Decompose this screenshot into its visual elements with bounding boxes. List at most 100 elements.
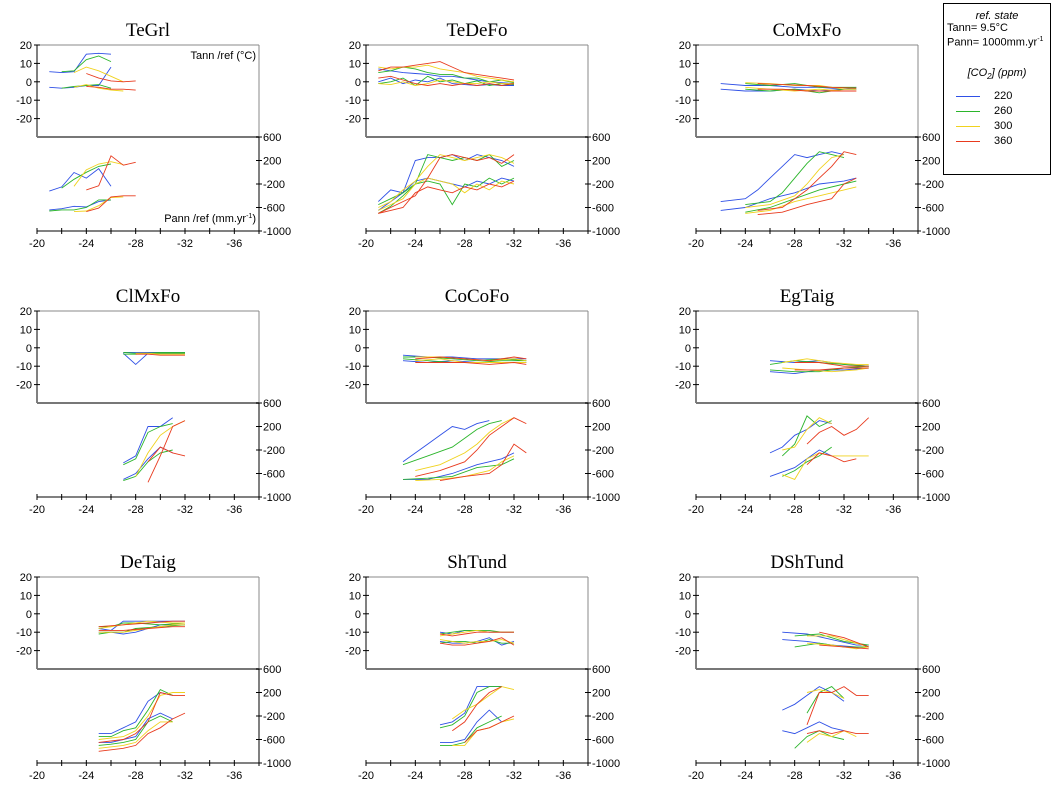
- precip-line-360: [86, 195, 136, 213]
- temp-line-360: [439, 631, 514, 637]
- x-tick-label: -20: [358, 770, 374, 782]
- temp-tick-label: -20: [345, 380, 361, 392]
- precip-tick-label: 200: [922, 156, 940, 168]
- x-tick-label: -24: [737, 770, 753, 782]
- panel-title: TeDeFo: [447, 20, 508, 41]
- precip-tick-label: -200: [263, 179, 285, 191]
- legend-label-260: 260: [994, 105, 1013, 118]
- precip-line-300: [73, 196, 124, 213]
- temp-tick-label: 0: [355, 343, 361, 355]
- precip-tick-label: 200: [592, 422, 610, 434]
- precip-line-220: [440, 709, 503, 743]
- temp-line-300: [439, 639, 515, 644]
- panel-ClMxFo: ClMxFo 20 10 0 -10 -20 600 200 -200 -600 -1000 -20 -…: [16, 286, 291, 516]
- precip-line-300: [745, 186, 857, 214]
- temp-line-360: [757, 83, 857, 89]
- temp-line-220: [49, 52, 112, 74]
- precip-tick-label: -200: [263, 445, 285, 457]
- precip-line-260: [440, 715, 502, 746]
- panel-title: CoCoFo: [445, 286, 509, 307]
- temp-tick-label: -10: [16, 95, 32, 107]
- precip-tick-label: -600: [922, 735, 944, 747]
- precip-line-300: [745, 154, 845, 208]
- legend-label-300: 300: [994, 120, 1013, 133]
- x-tick-label: -32: [506, 770, 522, 782]
- precip-tick-label: -1000: [922, 492, 950, 504]
- x-tick-label: -36: [885, 770, 901, 782]
- x-tick-label: -28: [457, 238, 473, 250]
- x-tick-label: -32: [836, 238, 852, 250]
- temp-line-360: [794, 367, 869, 371]
- temp-line-300: [439, 629, 514, 637]
- precip-axis-label: Pann /ref (mm.yr-1): [164, 213, 256, 225]
- temp-line-360: [415, 362, 527, 365]
- precip-tick-label: 600: [922, 398, 940, 410]
- precip-line-220: [123, 417, 173, 464]
- temp-tick-label: -10: [345, 361, 361, 373]
- precip-tick-label: -200: [592, 711, 614, 723]
- temp-tick-label: 10: [20, 324, 32, 336]
- precip-line-220: [49, 199, 112, 211]
- precip-line-360: [415, 417, 527, 477]
- temp-tick-label: 20: [20, 306, 32, 318]
- precip-tick-label: 200: [263, 422, 281, 434]
- temp-line-300: [135, 352, 185, 355]
- precip-tick-label: 200: [922, 688, 940, 700]
- precip-line-260: [402, 420, 502, 466]
- temp-tick-label: 20: [20, 40, 32, 52]
- precip-line-360: [98, 712, 186, 752]
- temp-line-360: [86, 73, 136, 83]
- precip-tick-label: 600: [592, 132, 610, 144]
- temp-line-260: [769, 365, 869, 373]
- precip-line-260: [123, 423, 173, 466]
- legend: ref. state Tann= 9.5°C Pann= 1000mm.yr-1…: [943, 3, 1051, 175]
- precip-line-220: [49, 168, 112, 192]
- panel-TeDeFo: TeDeFo 20 10 0 -10 -20 600 200 -200 -600 -1000 -20 -…: [345, 20, 620, 250]
- x-tick-label: -32: [506, 238, 522, 250]
- x-tick-label: -24: [78, 770, 94, 782]
- temp-tick-label: 0: [26, 77, 32, 89]
- panel-EgTaig: EgTaig 20 10 0 -10 -20 600 200 -200 -600 -1000 -20 -…: [675, 286, 950, 516]
- temp-tick-label: 10: [349, 58, 361, 70]
- precip-line-220: [439, 686, 502, 726]
- precip-tick-label: -1000: [922, 226, 950, 238]
- x-tick-label: -28: [787, 504, 803, 516]
- x-tick-label: -24: [407, 770, 423, 782]
- x-tick-label: -28: [457, 504, 473, 516]
- precip-tick-label: -1000: [922, 758, 950, 770]
- precip-tick-label: -600: [263, 735, 285, 747]
- x-tick-label: -32: [177, 504, 193, 516]
- temp-tick-label: 0: [355, 77, 361, 89]
- temp-line-360: [378, 75, 515, 86]
- x-tick-label: -28: [128, 770, 144, 782]
- temp-line-300: [98, 620, 185, 629]
- temp-tick-label: 10: [349, 324, 361, 336]
- precip-tick-label: -200: [592, 445, 614, 457]
- precip-tick-label: -600: [922, 203, 944, 215]
- temp-tick-label: 20: [349, 306, 361, 318]
- panel-title: ShTund: [447, 552, 507, 573]
- precip-tick-label: 600: [592, 664, 610, 676]
- temp-tick-label: 0: [26, 609, 32, 621]
- panel-title: ClMxFo: [116, 286, 180, 307]
- panel-title: CoMxFo: [773, 20, 842, 41]
- x-tick-label: -36: [555, 770, 571, 782]
- panel-title: DShTund: [770, 552, 844, 573]
- precip-tick-label: 200: [263, 688, 281, 700]
- x-tick-label: -28: [128, 504, 144, 516]
- precip-line-220: [403, 452, 515, 480]
- legend-entry-260: 260: [956, 104, 1050, 119]
- precip-line-300: [806, 689, 845, 699]
- x-tick-label: -24: [78, 504, 94, 516]
- x-tick-label: -24: [407, 504, 423, 516]
- precip-line-360: [147, 446, 186, 463]
- temp-tick-label: 0: [685, 609, 691, 621]
- temp-line-360: [378, 61, 515, 81]
- temp-line-360: [757, 88, 857, 92]
- precip-line-360: [464, 715, 515, 743]
- precip-tick-label: 600: [922, 664, 940, 676]
- temp-tick-label: -10: [675, 95, 691, 107]
- x-tick-label: -36: [885, 238, 901, 250]
- precip-line-300: [452, 718, 515, 746]
- precip-line-220: [98, 712, 173, 743]
